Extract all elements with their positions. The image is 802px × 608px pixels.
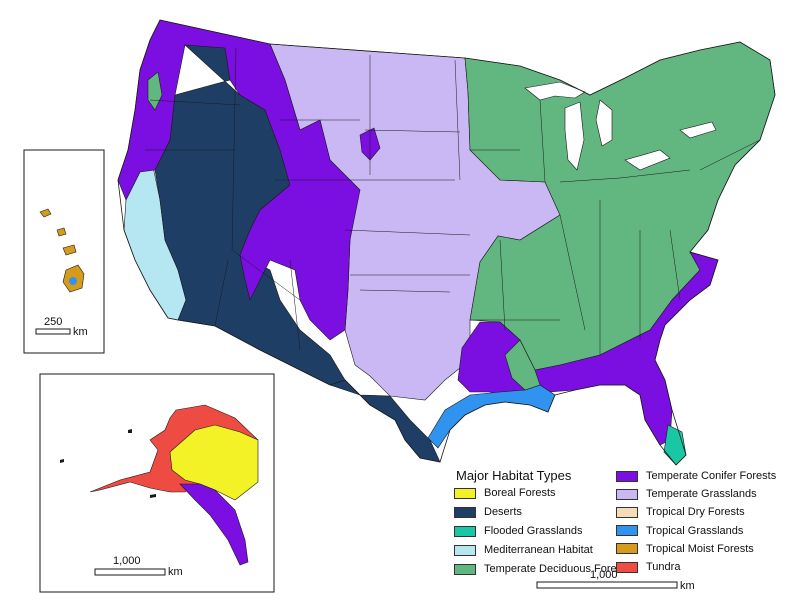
legend-item: Tropical Moist Forests	[616, 542, 754, 556]
legend-item: Temperate Conifer Forests	[616, 469, 776, 483]
state-boundaries	[145, 47, 761, 355]
legend-swatch	[616, 506, 638, 518]
legend: Major Habitat Types Boreal Forests Desert…	[448, 468, 788, 578]
legend-swatch	[454, 525, 476, 537]
alaska-scale-bar	[94, 568, 166, 576]
alaska-conifer-panhandle	[179, 483, 249, 566]
region-deciduous-delta	[504, 339, 541, 391]
legend-item: Tropical Dry Forests	[616, 505, 745, 519]
legend-swatch	[616, 525, 638, 537]
legend-swatch	[454, 487, 476, 499]
legend-title: Major Habitat Types	[456, 468, 572, 483]
legend-swatch	[616, 470, 638, 482]
hawaii-inset-frame	[23, 149, 105, 354]
conus-map	[117, 19, 776, 466]
legend-label: Deserts	[484, 506, 522, 518]
hawaii-scale-value: 250	[44, 316, 63, 328]
alaska-boreal	[169, 424, 259, 501]
hawaii-inset	[23, 149, 105, 354]
alaska-inset	[39, 373, 275, 593]
legend-label: Temperate Deciduous Forests	[484, 563, 631, 575]
legend-item: Mediterranean Habitat	[454, 543, 593, 557]
region-temperate-conifer-forests-west	[117, 19, 361, 341]
legend-item: Flooded Grasslands	[454, 524, 582, 538]
legend-label: Mediterranean Habitat	[484, 544, 593, 556]
conus-scale-bar-graphic	[536, 581, 678, 589]
legend-label: Flooded Grasslands	[484, 525, 583, 537]
alaska-scale-value: 1,000	[113, 555, 141, 567]
legend-item: Temperate Deciduous Forests	[454, 562, 631, 576]
legend-label: Boreal Forests	[484, 487, 556, 499]
legend-item: Tundra	[616, 560, 680, 574]
hawaii-island-kauai	[39, 208, 52, 218]
legend-label: Tundra	[646, 561, 681, 573]
conus-scale-bar	[536, 581, 678, 589]
conus-scale-value: 1,000	[590, 569, 618, 581]
legend-item: Temperate Grasslands	[616, 487, 757, 501]
great-lakes	[524, 81, 717, 171]
legend-swatch	[454, 544, 476, 556]
legend-label: Tropical Moist Forests	[646, 542, 754, 555]
hawaii-island-maui	[62, 244, 77, 256]
legend-swatch	[454, 506, 476, 518]
legend-swatch	[616, 488, 638, 500]
legend-swatch	[454, 563, 476, 575]
hawaii-grassland-patch	[69, 277, 77, 285]
hawaii-scale-bar	[35, 328, 71, 335]
legend-item: Tropical Grasslands	[616, 524, 743, 538]
hawaii-scale-unit: km	[73, 326, 88, 338]
legend-label: Tropical Grasslands	[646, 524, 744, 537]
legend-label: Temperate Conifer Forests	[646, 470, 777, 482]
legend-label: Temperate Grasslands	[646, 488, 757, 501]
legend-item: Deserts	[454, 505, 522, 519]
alaska-scale-bar-graphic	[94, 568, 166, 576]
hawaii-island-oahu	[56, 227, 67, 237]
conus-outline	[117, 19, 776, 466]
hawaii-scale-bar-graphic	[35, 328, 71, 335]
conus-scale-unit: km	[680, 580, 695, 592]
legend-swatch	[616, 543, 638, 555]
legend-swatch	[616, 561, 638, 573]
legend-item: Boreal Forests	[454, 486, 556, 500]
legend-label: Tropical Dry Forests	[646, 506, 745, 519]
alaska-scale-unit: km	[168, 566, 183, 578]
